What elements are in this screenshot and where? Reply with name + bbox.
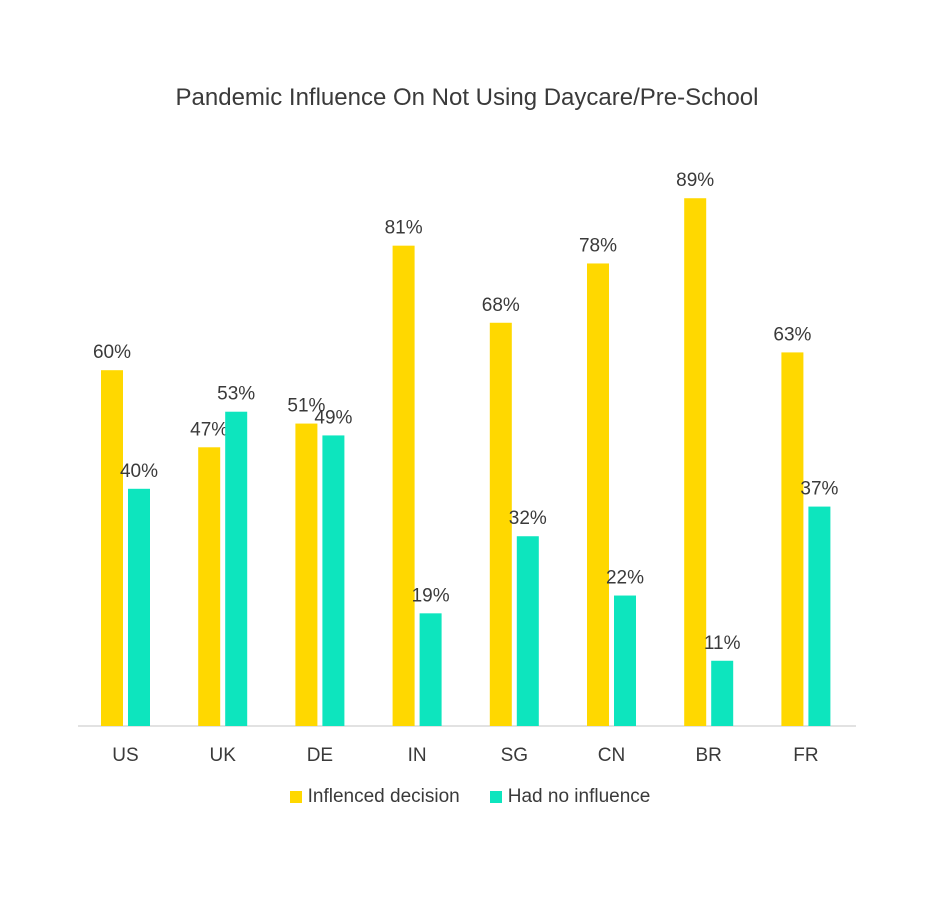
bar-influenced-us (101, 370, 123, 726)
data-label-influenced-br: 89% (676, 170, 714, 191)
data-label-influenced-de: 51% (287, 396, 325, 417)
data-label-no-influence-uk: 53% (217, 384, 255, 405)
bar-influenced-de (295, 423, 318, 726)
bar-no-influence-fr (808, 506, 831, 726)
data-label-no-influence-fr: 37% (800, 479, 838, 500)
x-tick-label-us: US (112, 745, 138, 766)
legend-item-no-influence: Had no influence (489, 786, 651, 808)
data-label-no-influence-cn: 22% (606, 568, 644, 589)
x-tick-label-cn: CN (598, 745, 625, 766)
legend-swatch-no-influence (489, 791, 502, 803)
data-label-influenced-cn: 78% (579, 235, 617, 256)
data-label-influenced-sg: 68% (482, 295, 520, 316)
x-tick-label-fr: FR (793, 745, 818, 766)
bar-no-influence-sg (516, 536, 539, 726)
bar-influenced-uk (198, 447, 221, 726)
bar-no-influence-us (128, 488, 150, 726)
legend-label-influenced: Inflenced decision (307, 786, 460, 807)
bar-no-influence-de (322, 435, 345, 726)
legend-item-influenced: Inflenced decision (289, 786, 460, 808)
data-label-influenced-uk: 47% (190, 419, 228, 440)
data-label-no-influence-br: 11% (704, 633, 741, 654)
x-tick-label-sg: SG (501, 745, 528, 766)
x-tick-label-br: BR (695, 745, 721, 766)
bar-influenced-cn (587, 263, 609, 726)
bar-chart: 60% 40% US 47% 53% UK 51%49% DE 81% 19% IN 68% 32% SG… (78, 170, 856, 766)
legend-swatch-influenced (289, 791, 302, 803)
legend: Inflenced decision Had no influence (0, 786, 940, 808)
data-label-influenced-us: 60% (93, 342, 131, 363)
data-label-no-influence-sg: 32% (509, 508, 547, 529)
bar-influenced-br (684, 198, 707, 727)
legend-label-no-influence: Had no influence (507, 786, 651, 807)
bar-no-influence-cn (614, 595, 636, 726)
data-label-no-influence-us: 40% (120, 461, 158, 482)
bar-no-influence-br (711, 660, 734, 726)
bar-no-influence-in (419, 613, 442, 726)
chart-title: Pandemic Influence On Not Using Daycare/… (175, 84, 759, 111)
data-label-no-influence-in: 19% (412, 585, 450, 606)
x-tick-label-uk: UK (209, 745, 236, 766)
data-label-influenced-fr: 63% (773, 324, 811, 345)
bar-influenced-in (392, 245, 415, 727)
bar-influenced-sg (489, 322, 512, 726)
data-label-no-influence-de: 49% (314, 407, 352, 428)
x-tick-label-de: DE (307, 745, 333, 766)
bar-influenced-fr (781, 352, 804, 726)
x-tick-label-in: IN (408, 745, 427, 766)
data-label-influenced-in: 81% (385, 218, 423, 239)
bar-no-influence-uk (225, 411, 248, 726)
